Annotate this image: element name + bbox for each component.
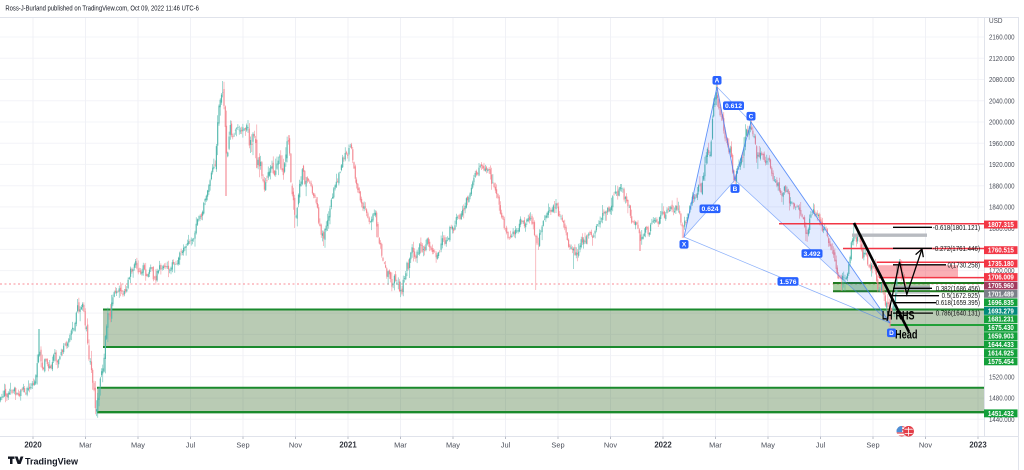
svg-text:3.492: 3.492 xyxy=(804,251,821,258)
svg-text:Mar: Mar xyxy=(79,440,92,449)
svg-text:1659.903: 1659.903 xyxy=(988,332,1014,341)
svg-text:1644.433: 1644.433 xyxy=(988,340,1014,349)
svg-text:D: D xyxy=(889,330,894,337)
svg-text:1720.000: 1720.000 xyxy=(989,266,1015,275)
svg-text:C: C xyxy=(749,114,754,121)
svg-text:1701.489: 1701.489 xyxy=(988,289,1014,298)
svg-text:B: B xyxy=(733,186,738,193)
svg-text:May: May xyxy=(761,440,775,449)
svg-text:1735.180: 1735.180 xyxy=(988,259,1014,268)
svg-text:2022: 2022 xyxy=(654,440,672,449)
svg-text:Nov: Nov xyxy=(604,440,617,449)
svg-text:Jul: Jul xyxy=(186,440,196,449)
svg-text:1480.000: 1480.000 xyxy=(989,394,1015,403)
svg-text:2160.000: 2160.000 xyxy=(989,33,1015,42)
svg-text:2020: 2020 xyxy=(24,440,42,449)
svg-text:May: May xyxy=(131,440,145,449)
svg-text:Ross-J-Burland published on Tr: Ross-J-Burland published on TradingView.… xyxy=(5,4,199,13)
svg-text:1705.960: 1705.960 xyxy=(988,281,1014,290)
svg-text:2080.000: 2080.000 xyxy=(989,75,1015,84)
svg-text:0.5(1672.925): 0.5(1672.925) xyxy=(942,293,980,300)
svg-text:TradingView: TradingView xyxy=(25,456,79,466)
svg-text:1614.925: 1614.925 xyxy=(988,349,1014,358)
svg-text:0.618(1659.395): 0.618(1659.395) xyxy=(936,300,980,307)
svg-text:0.612: 0.612 xyxy=(725,103,742,110)
svg-text:Mar: Mar xyxy=(394,440,407,449)
svg-text:Sep: Sep xyxy=(236,440,249,449)
svg-text:-0.272(1761.446): -0.272(1761.446) xyxy=(933,246,980,253)
svg-text:1575.454: 1575.454 xyxy=(988,357,1014,366)
svg-text:Sep: Sep xyxy=(551,440,564,449)
svg-text:USD: USD xyxy=(989,16,1003,25)
svg-text:Head: Head xyxy=(895,330,918,342)
svg-text:1920.000: 1920.000 xyxy=(989,160,1015,169)
svg-text:2023: 2023 xyxy=(969,440,987,449)
svg-text:2000.000: 2000.000 xyxy=(989,118,1015,127)
svg-text:2040.000: 2040.000 xyxy=(989,96,1015,105)
svg-text:1696.835: 1696.835 xyxy=(988,298,1014,307)
svg-text:1681.231: 1681.231 xyxy=(988,315,1014,324)
svg-text:Jul: Jul xyxy=(501,440,511,449)
svg-text:0.786(1640.131): 0.786(1640.131) xyxy=(936,311,980,318)
svg-text:0(1730.258): 0(1730.258) xyxy=(948,262,981,269)
svg-text:1880.000: 1880.000 xyxy=(989,181,1015,190)
svg-text:May: May xyxy=(446,440,460,449)
svg-text:1440.000: 1440.000 xyxy=(989,415,1015,424)
svg-text:A: A xyxy=(715,78,720,85)
svg-text:RHS: RHS xyxy=(896,311,915,323)
svg-text:1520.000: 1520.000 xyxy=(989,372,1015,381)
svg-text:1840.000: 1840.000 xyxy=(989,203,1015,212)
svg-text:0.624: 0.624 xyxy=(702,206,719,213)
svg-text:1807.315: 1807.315 xyxy=(988,220,1014,229)
svg-text:1675.430: 1675.430 xyxy=(988,323,1014,332)
svg-text:-0.618(1801.121): -0.618(1801.121) xyxy=(933,225,980,232)
svg-text:2120.000: 2120.000 xyxy=(989,54,1015,63)
svg-text:1.576: 1.576 xyxy=(780,279,797,286)
svg-text:Nov: Nov xyxy=(289,440,302,449)
svg-text:1706.009: 1706.009 xyxy=(988,273,1014,282)
svg-text:1451.432: 1451.432 xyxy=(988,409,1014,418)
svg-text:LH: LH xyxy=(882,311,893,323)
svg-text:Sep: Sep xyxy=(866,440,879,449)
svg-text:2021: 2021 xyxy=(339,440,357,449)
svg-text:X: X xyxy=(682,242,687,249)
svg-text:0.382(1686.456): 0.382(1686.456) xyxy=(936,286,980,293)
svg-text:Mar: Mar xyxy=(709,440,722,449)
svg-text:1693.279: 1693.279 xyxy=(988,306,1014,315)
svg-text:1760.515: 1760.515 xyxy=(988,246,1014,255)
svg-text:Nov: Nov xyxy=(919,440,932,449)
svg-text:Jul: Jul xyxy=(816,440,826,449)
svg-text:1960.000: 1960.000 xyxy=(989,139,1015,148)
